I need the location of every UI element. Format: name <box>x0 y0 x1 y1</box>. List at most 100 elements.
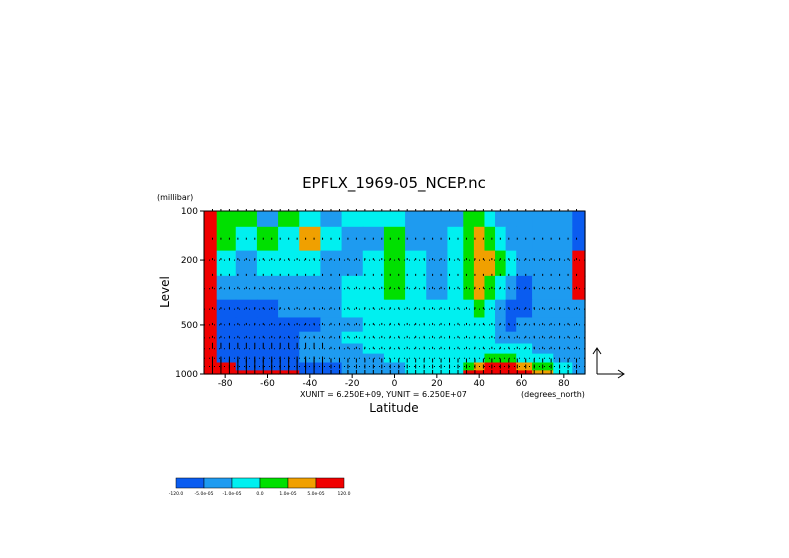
contour-cell <box>447 317 464 333</box>
vector-scale-text: XUNIT = 6.250E+09, YUNIT = 6.250E+07 <box>300 390 467 399</box>
contour-cell <box>405 343 427 355</box>
contour-cell <box>256 370 279 375</box>
contour-cell <box>532 353 554 364</box>
vector-reference-arrows <box>592 347 625 379</box>
contour-cell <box>447 226 464 252</box>
contour-cell <box>204 226 218 252</box>
contour-cell <box>204 275 218 301</box>
x-tick-label: -80 <box>218 379 233 389</box>
contour-cell <box>447 250 464 277</box>
contour-cell <box>405 250 427 277</box>
contour-cell <box>216 250 237 277</box>
contour-cell <box>495 343 507 355</box>
contour-cell <box>553 275 573 301</box>
contour-cell <box>516 370 533 375</box>
contour-cell <box>299 211 322 228</box>
contour-cell <box>447 343 464 355</box>
contour-cell <box>463 317 475 333</box>
contour-cell <box>484 331 496 345</box>
x-tick-label: -40 <box>302 379 317 389</box>
colorbar-swatch <box>315 477 345 489</box>
contour-cell <box>572 362 586 371</box>
contour-cell <box>505 353 517 364</box>
contour-cell <box>495 250 507 277</box>
contour-cell <box>495 211 507 228</box>
contour-cell <box>341 353 364 364</box>
y-tick-label: 100 <box>181 207 198 217</box>
contour-cell <box>484 211 496 228</box>
contour-cell <box>216 299 237 319</box>
contour-cell <box>426 211 449 228</box>
contour-cell <box>572 275 586 301</box>
contour-cell <box>204 317 218 333</box>
contour-cell <box>320 211 343 228</box>
contour-cell <box>516 250 533 277</box>
y-tick-label: 1000 <box>175 370 198 380</box>
contour-cell <box>426 343 449 355</box>
colorbar: -120.0 -5.0e-05 -1.0e-05 0.0 1.0e-05 5.0e-05 1… <box>169 477 351 497</box>
y-tick-label: 200 <box>181 256 198 266</box>
contour-cell <box>463 250 475 277</box>
contour-cell <box>341 275 364 301</box>
contour-cell <box>256 250 279 277</box>
colorbar-swatch <box>287 477 317 489</box>
contour-cell <box>484 353 496 364</box>
contour-cell <box>516 226 533 252</box>
contour-cell <box>341 317 364 333</box>
contour-cell <box>505 299 517 319</box>
contour-cell <box>463 211 475 228</box>
contour-cell <box>341 226 364 252</box>
contour-cell <box>484 362 496 371</box>
contour-cell <box>447 275 464 301</box>
x-units-label: (degrees_north) <box>521 390 585 399</box>
contour-cell <box>426 317 449 333</box>
contour-cell <box>553 211 573 228</box>
contour-cell <box>320 353 343 364</box>
contour-cell <box>532 211 554 228</box>
contour-cell <box>484 317 496 333</box>
contour-cell <box>216 331 237 345</box>
colorbar-swatch <box>231 477 261 489</box>
contour-cell <box>473 370 486 375</box>
contour-cell <box>463 275 475 301</box>
contour-cell <box>553 362 573 371</box>
contour-cell <box>447 353 464 364</box>
contour-cell <box>426 353 449 364</box>
contour-cell <box>299 275 322 301</box>
contour-cell <box>463 226 475 252</box>
contour-cell <box>426 362 449 371</box>
contour-cell <box>553 370 573 375</box>
contour-cell <box>505 343 517 355</box>
contour-cell <box>405 353 427 364</box>
contour-cell <box>299 250 322 277</box>
contour-cell <box>216 362 237 371</box>
colorbar-swatch <box>175 477 205 489</box>
contour-cell <box>532 343 554 355</box>
contour-cell <box>256 275 279 301</box>
contour-cell <box>572 211 586 228</box>
contour-cell <box>204 331 218 345</box>
contour-cell <box>516 211 533 228</box>
contour-cell <box>278 343 300 355</box>
colorbar-label: -1.0e-05 <box>223 491 242 497</box>
contour-cell <box>383 275 406 301</box>
y-axis-label: Level <box>158 276 172 308</box>
contour-cell <box>495 331 507 345</box>
contour-cell <box>463 343 475 355</box>
contour-cell <box>447 299 464 319</box>
contour-cell <box>426 250 449 277</box>
contour-cell <box>278 331 300 345</box>
x-tick-label: -60 <box>260 379 275 389</box>
x-tick-label: 0 <box>392 379 398 389</box>
contour-cell <box>572 370 586 375</box>
contour-cell <box>505 331 517 345</box>
contour-cell <box>505 275 517 301</box>
contour-cell <box>299 317 322 333</box>
contour-cell <box>505 250 517 277</box>
contour-cell <box>426 275 449 301</box>
gridlines <box>204 259 585 368</box>
contour-cell <box>553 299 573 319</box>
contour-fill-layer <box>204 211 586 375</box>
contour-cell <box>216 226 237 252</box>
